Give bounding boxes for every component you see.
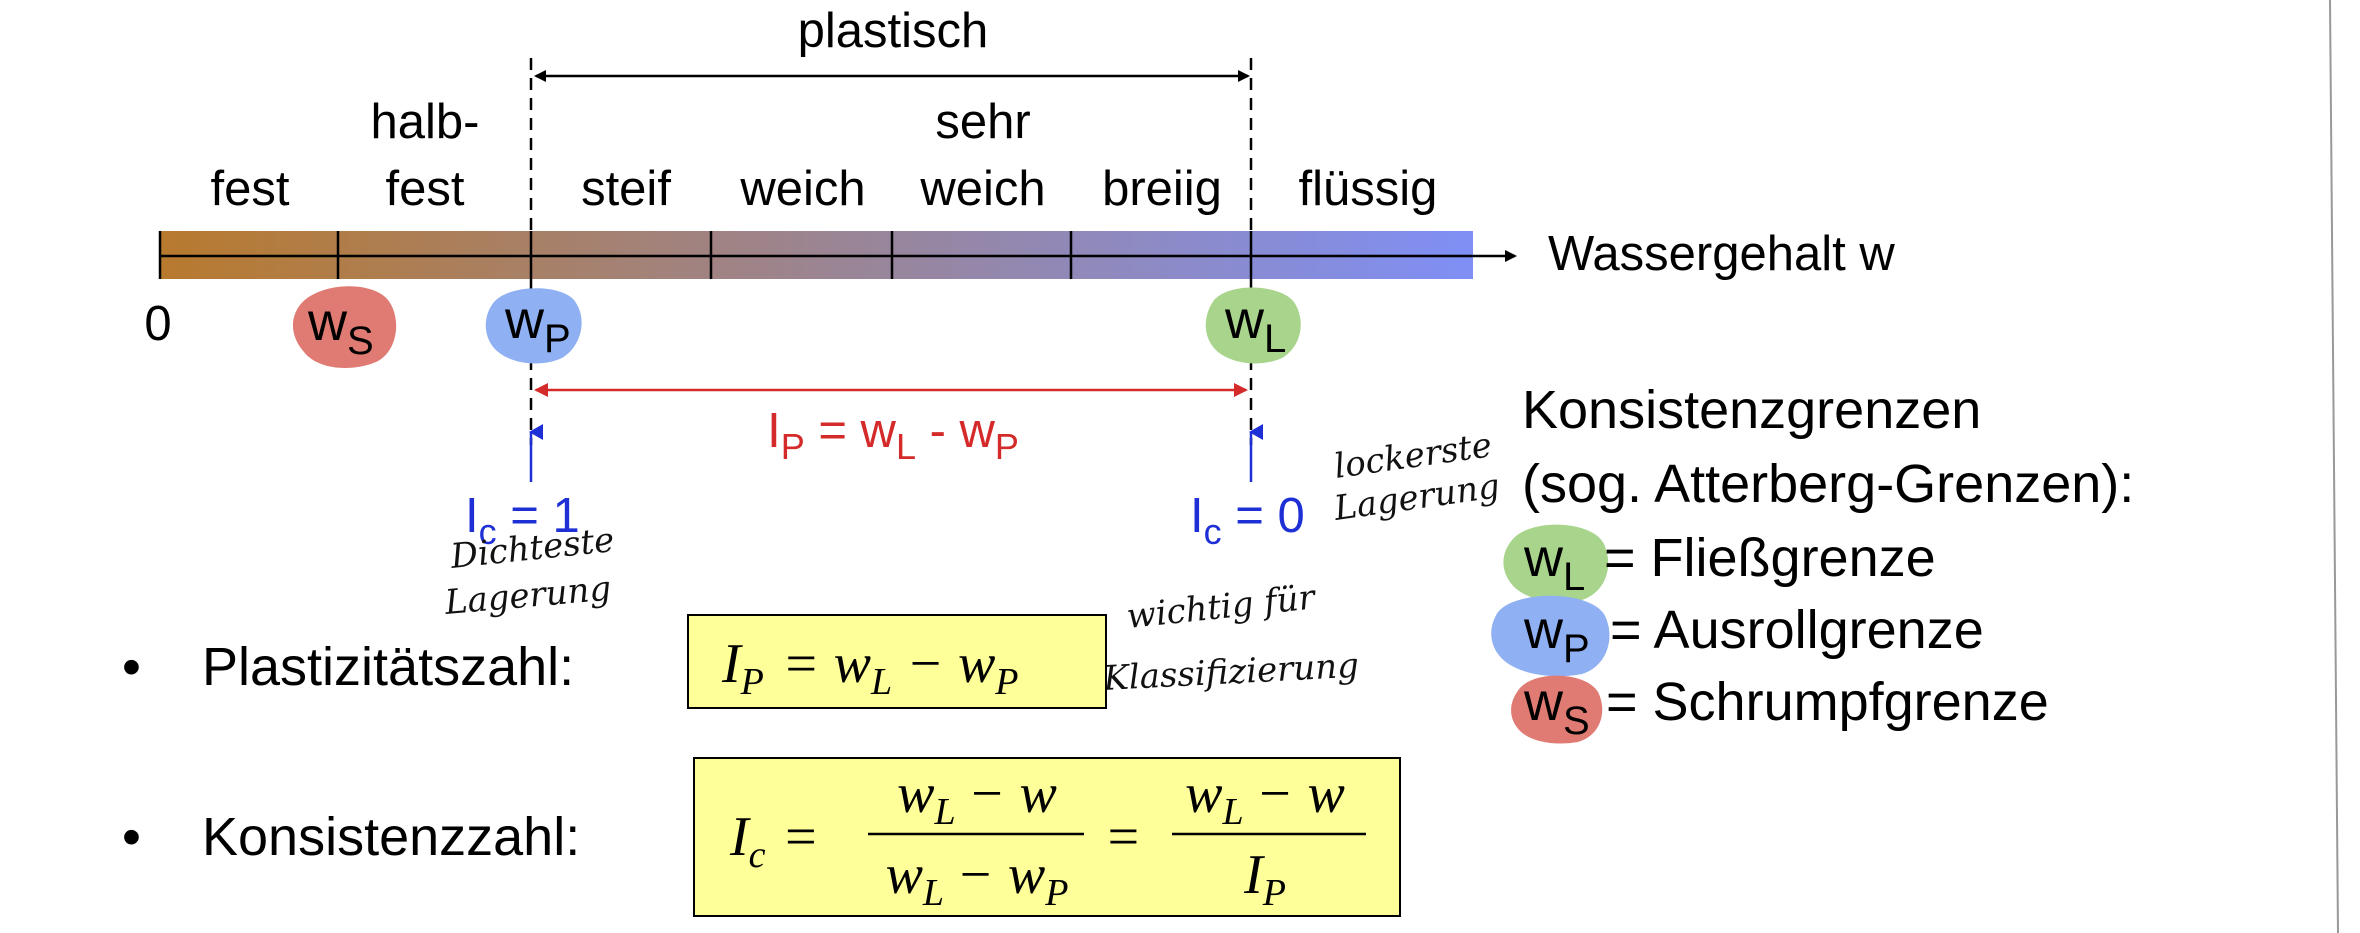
ic-formula-lhs: Ic = — [729, 806, 819, 876]
ip-range-label: IP = wL - wP — [767, 404, 1019, 467]
zone-label-steif: steif — [581, 162, 671, 216]
ip-formula: IP = wL − wP — [721, 633, 1019, 703]
bullet-2: • — [122, 807, 141, 867]
legend-wp-text: = Ausrollgrenze — [1610, 600, 1984, 660]
ic-formula-den2: IP — [1243, 844, 1286, 914]
handwriting-lagerung-left: Lagerung — [442, 569, 612, 623]
ic-formula-num2: wL − w — [1185, 763, 1345, 833]
zone-label-fest: fest — [211, 162, 290, 216]
zone-label-breiig: breiig — [1102, 162, 1222, 216]
zone-label-halbfest: fest — [386, 162, 465, 216]
legend-wl-text: = Fließgrenze — [1604, 528, 1936, 588]
legend-wp-blob — [1491, 595, 1610, 677]
ic-formula-den1: wL − wP — [886, 844, 1069, 914]
wl-blob — [1205, 287, 1301, 364]
zone-label-weich: weich — [739, 162, 865, 216]
ic-formula-num1: wL − w — [897, 763, 1057, 833]
handwriting-wichtig: wichtig für — [1125, 577, 1319, 637]
legend-wl-symbol: wL — [1523, 528, 1585, 599]
legend-wp-symbol: wP — [1523, 600, 1590, 671]
ic-formula-box — [693, 757, 1401, 917]
ip-formula-box — [687, 614, 1107, 709]
ws-marker: wS — [307, 292, 374, 363]
konsistenzzahl-label: Konsistenzzahl: — [202, 807, 580, 867]
legend-ws-blob — [1511, 675, 1603, 744]
legend-ws-symbol: wS — [1523, 672, 1590, 743]
axis-label: Wassergehalt w — [1548, 227, 1895, 281]
axis-zero: 0 — [144, 297, 171, 351]
wl-marker: wL — [1224, 290, 1286, 361]
legend-ws-text: = Schrumpfgrenze — [1606, 672, 2049, 732]
zone-line1-sehr: sehr — [935, 95, 1030, 149]
zone-line1-halb: halb- — [371, 95, 480, 149]
wp-blob — [485, 288, 582, 364]
legend-title-2: (sog. Atterberg-Grenzen): — [1522, 454, 2134, 514]
ws-blob — [292, 286, 397, 368]
zone-label-sehr-weich: weich — [919, 162, 1045, 216]
plastizitaetszahl-label: Plastizitätszahl: — [202, 637, 574, 697]
ic-left-label: Ic = 1 — [465, 489, 580, 552]
bullet-1: • — [122, 637, 141, 697]
ic-right-label: Ic = 0 — [1190, 489, 1305, 552]
plastisch-label: plastisch — [798, 4, 989, 58]
legend-title-1: Konsistenzgrenzen — [1522, 380, 1981, 440]
zone-label-fluessig: flüssig — [1299, 162, 1438, 216]
handwriting-klassifizierung: Klassifizierung — [1101, 646, 1359, 699]
ic-formula-eq2: = — [1104, 806, 1142, 868]
slide-edge — [2329, 0, 2339, 933]
wp-marker: wP — [504, 290, 571, 361]
legend-wl-blob — [1503, 524, 1609, 603]
